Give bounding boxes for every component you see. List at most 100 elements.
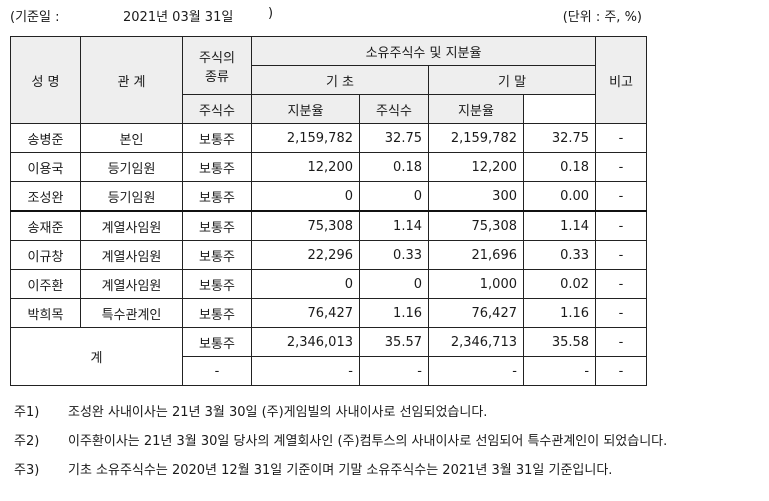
cell-begin-shares: 2,346,013	[251, 327, 360, 357]
col-header-holdings-group: 소유주식수 및 지분율	[250, 36, 597, 66]
cell-begin-shares: 0	[251, 181, 360, 212]
cell-remark: -	[595, 181, 648, 212]
cell-remark: -	[595, 240, 648, 270]
cell-remark: -	[595, 327, 648, 357]
cell-begin-ratio: 1.14	[359, 210, 429, 241]
table-row: 이용국 등기임원 보통주 12,200 0.18 12,200 0.18 -	[10, 152, 648, 182]
cell-end-shares: -	[428, 356, 524, 386]
cell-end-ratio: 1.14	[522, 210, 597, 241]
col-header-end-ratio: 지분율	[428, 94, 524, 124]
cell-remark: -	[595, 210, 648, 241]
footnote-text: 조성완 사내이사는 21년 3월 30일 (주)게임빌의 사내이사로 선임되었습…	[68, 405, 488, 420]
cell-type: 보통주	[182, 181, 252, 212]
cell-name: 조성완	[10, 181, 81, 212]
cell-end-shares: 76,427	[428, 298, 524, 328]
col-header-remark: 비고	[595, 36, 648, 124]
col-header-name: 성 명	[10, 36, 81, 124]
cell-end-shares: 1,000	[428, 269, 524, 299]
cell-begin-shares: 0	[251, 269, 360, 299]
cell-type: 보통주	[182, 327, 252, 357]
footnote-text: 기초 소유주식수는 2020년 12월 31일 기준이며 기말 소유주식수는 2…	[68, 463, 613, 478]
cell-remark: -	[595, 123, 648, 153]
cell-end-ratio: 0.18	[522, 152, 597, 182]
footnote: 주2) 이주환이사는 21년 3월 30일 당사의 계열회사인 (주)컴투스의 …	[14, 430, 764, 450]
cell-name: 송재준	[10, 210, 81, 241]
cell-relation: 계열사임원	[80, 269, 183, 299]
total-row: - - - - - -	[11, 356, 648, 386]
cell-type: 보통주	[182, 298, 252, 328]
footnote-text: 이주환이사는 21년 3월 30일 당사의 계열회사인 (주)컴투스의 사내이사…	[68, 434, 668, 449]
cell-type: 보통주	[182, 240, 252, 270]
cell-end-shares: 75,308	[428, 210, 524, 241]
cell-end-shares: 2,159,782	[428, 123, 524, 153]
cell-type: 보통주	[182, 269, 252, 299]
footnote-tag: 주1)	[14, 405, 40, 420]
table-row: 박희목 특수관계인 보통주 76,427 1.16 76,427 1.16 -	[10, 298, 648, 328]
table-row: 이규창 계열사임원 보통주 22,296 0.33 21,696 0.33 -	[10, 240, 648, 270]
col-header-stock-type: 주식의 종류	[182, 36, 252, 95]
cell-name: 이규창	[10, 240, 81, 270]
cell-relation: 특수관계인	[80, 298, 183, 328]
cell-relation: 계열사임원	[80, 240, 183, 270]
total-label: 계	[10, 327, 183, 386]
base-date-label: (기준일 :	[10, 10, 60, 25]
footnote-tag: 주2)	[14, 434, 40, 449]
base-date-value: 2021년 03월 31일	[123, 10, 234, 25]
cell-type: -	[182, 356, 252, 386]
cell-remark: -	[595, 152, 648, 182]
cell-relation: 본인	[80, 123, 183, 153]
cell-begin-ratio: 0	[359, 181, 429, 212]
cell-begin-ratio: 32.75	[359, 123, 429, 153]
cell-end-ratio: 1.16	[522, 298, 597, 328]
base-date-close: )	[268, 6, 274, 21]
table-row: 조성완 등기임원 보통주 0 0 300 0.00 -	[10, 181, 648, 212]
cell-begin-shares: 76,427	[251, 298, 360, 328]
cell-begin-shares: -	[251, 356, 360, 386]
cell-end-ratio: 0.33	[522, 240, 597, 270]
cell-begin-ratio: 1.16	[359, 298, 429, 328]
cell-end-shares: 2,346,713	[428, 327, 524, 357]
cell-remark: -	[595, 356, 648, 386]
cell-end-shares: 12,200	[428, 152, 524, 182]
cell-remark: -	[595, 269, 648, 299]
unit-label: (단위 : 주, %)	[562, 10, 642, 25]
cell-remark: -	[595, 298, 648, 328]
col-header-begin-shares: 주식수	[182, 94, 252, 124]
cell-name: 이주환	[10, 269, 81, 299]
col-header-begin-ratio: 지분율	[251, 94, 360, 124]
cell-end-shares: 300	[428, 181, 524, 212]
cell-name: 이용국	[10, 152, 81, 182]
table-row: 송병준 본인 보통주 2,159,782 32.75 2,159,782 32.…	[10, 123, 648, 153]
footnote: 주3) 기초 소유주식수는 2020년 12월 31일 기준이며 기말 소유주식…	[14, 459, 764, 479]
cell-begin-shares: 22,296	[251, 240, 360, 270]
cell-end-ratio: 32.75	[522, 123, 597, 153]
cell-relation: 계열사임원	[80, 210, 183, 241]
cell-type: 보통주	[182, 210, 252, 241]
footnote-tag: 주3)	[14, 463, 40, 478]
shareholdings-table: 성 명 관 계 주식의 종류 소유주식수 및 지분율 비고 기 초 기 말 주식…	[10, 36, 648, 386]
total-row: 계 보통주 2,346,013 35.57 2,346,713 35.58 -	[10, 327, 648, 386]
cell-end-ratio: 0.00	[522, 181, 597, 212]
cell-begin-ratio: 0.33	[359, 240, 429, 270]
cell-begin-ratio: 35.57	[359, 327, 429, 357]
cell-begin-shares: 12,200	[251, 152, 360, 182]
cell-end-ratio: -	[522, 356, 597, 386]
table-header-info: (기준일 : 2021년 03월 31일 ) (단위 : 주, %)	[10, 6, 642, 26]
col-header-begin: 기 초	[251, 65, 429, 95]
cell-begin-ratio: -	[359, 356, 429, 386]
table-row: 이주환 계열사임원 보통주 0 0 1,000 0.02 -	[10, 269, 648, 299]
cell-end-ratio: 0.02	[522, 269, 597, 299]
cell-name: 박희목	[10, 298, 81, 328]
table-row: 송재준 계열사임원 보통주 75,308 1.14 75,308 1.14 -	[10, 210, 648, 241]
cell-type: 보통주	[182, 123, 252, 153]
cell-begin-shares: 75,308	[251, 210, 360, 241]
footnote: 주1) 조성완 사내이사는 21년 3월 30일 (주)게임빌의 사내이사로 선…	[14, 401, 764, 421]
cell-begin-ratio: 0	[359, 269, 429, 299]
cell-type: 보통주	[182, 152, 252, 182]
col-header-relation: 관 계	[80, 36, 183, 124]
cell-relation: 등기임원	[80, 181, 183, 212]
col-header-end: 기 말	[427, 65, 597, 95]
cell-name: 송병준	[10, 123, 81, 153]
col-header-end-shares: 주식수	[359, 94, 429, 124]
cell-begin-ratio: 0.18	[359, 152, 429, 182]
